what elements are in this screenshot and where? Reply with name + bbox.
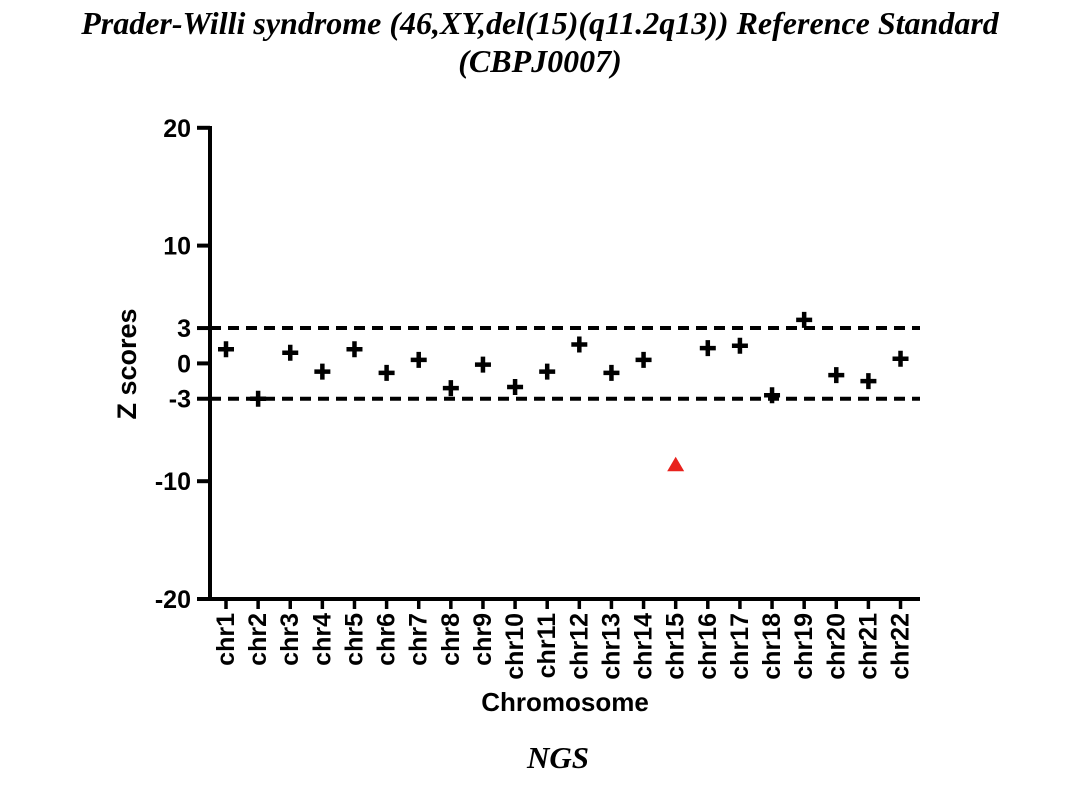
x-tick-label-chr9: chr9 (469, 613, 497, 666)
y-tick-label-3: 3 (177, 315, 191, 343)
figure-title-line1: Prader-Willi syndrome (46,XY,del(15)(q11… (81, 5, 999, 41)
data-point-chr3-plus-marker (282, 344, 299, 361)
data-point-chr15-triangle-marker (667, 456, 685, 472)
y-axis-title: Z scores (112, 308, 142, 420)
x-tick-label-chr20: chr20 (822, 613, 850, 680)
y-tick-label--20: -20 (155, 586, 191, 614)
data-point-chr20-plus-marker (828, 367, 845, 384)
x-tick-label-chr18: chr18 (758, 613, 786, 680)
y-tick-label-10: 10 (163, 233, 191, 261)
data-point-chr4-plus-marker (314, 363, 331, 380)
x-tick-label-chr10: chr10 (501, 613, 529, 680)
data-point-chr9-plus-marker (474, 356, 491, 373)
y-tick-label-0: 0 (177, 350, 191, 378)
method-label: NGS (526, 740, 589, 775)
x-tick-label-chr4: chr4 (308, 613, 336, 666)
data-point-chr6-plus-marker (378, 364, 395, 381)
x-tick-label-chr12: chr12 (565, 613, 593, 680)
x-tick-label-chr3: chr3 (276, 613, 304, 666)
y-tick-label--3: -3 (169, 386, 191, 414)
y-tick-label-20: 20 (163, 115, 191, 143)
figure-title-line2: (CBPJ0007) (458, 43, 622, 79)
data-point-chr22-plus-marker (892, 350, 909, 367)
figure-title: Prader-Willi syndrome (46,XY,del(15)(q11… (0, 4, 1080, 80)
x-tick-label-chr2: chr2 (244, 613, 272, 666)
x-tick-label-chr19: chr19 (790, 613, 818, 680)
x-tick-label-chr11: chr11 (533, 613, 561, 678)
x-tick-label-chr8: chr8 (437, 613, 465, 666)
x-tick-label-chr5: chr5 (340, 613, 368, 666)
x-axis-title: Chromosome (481, 687, 649, 717)
x-tick-label-chr17: chr17 (726, 613, 754, 680)
data-point-chr19-plus-marker (796, 311, 813, 328)
x-tick-label-chr14: chr14 (630, 613, 658, 680)
y-tick-label--10: -10 (155, 468, 191, 496)
x-tick-label-chr16: chr16 (694, 613, 722, 680)
x-tick-label-chr21: chr21 (854, 613, 882, 680)
x-tick-label-chr13: chr13 (597, 613, 625, 680)
data-point-chr13-plus-marker (603, 364, 620, 381)
x-tick-label-chr15: chr15 (662, 613, 690, 680)
data-point-chr16-plus-marker (699, 340, 716, 357)
data-point-chr11-plus-marker (539, 363, 556, 380)
data-point-chr1-plus-marker (218, 341, 234, 358)
x-tick-label-chr1: chr1 (212, 613, 240, 666)
data-point-chr5-plus-marker (346, 341, 363, 358)
data-point-chr17-plus-marker (731, 337, 748, 354)
x-tick-label-chr7: chr7 (405, 613, 433, 666)
data-point-chr10-plus-marker (507, 378, 524, 395)
data-point-chr12-plus-marker (571, 336, 588, 353)
data-point-chr2-plus-marker (250, 390, 267, 407)
x-tick-label-chr22: chr22 (887, 613, 915, 680)
data-point-chr21-plus-marker (860, 373, 877, 390)
data-point-chr7-plus-marker (410, 351, 427, 368)
data-point-chr8-plus-marker (442, 380, 459, 397)
data-point-chr14-plus-marker (635, 351, 652, 368)
data-point-chr18-plus-marker (764, 387, 781, 404)
x-tick-label-chr6: chr6 (373, 613, 401, 666)
